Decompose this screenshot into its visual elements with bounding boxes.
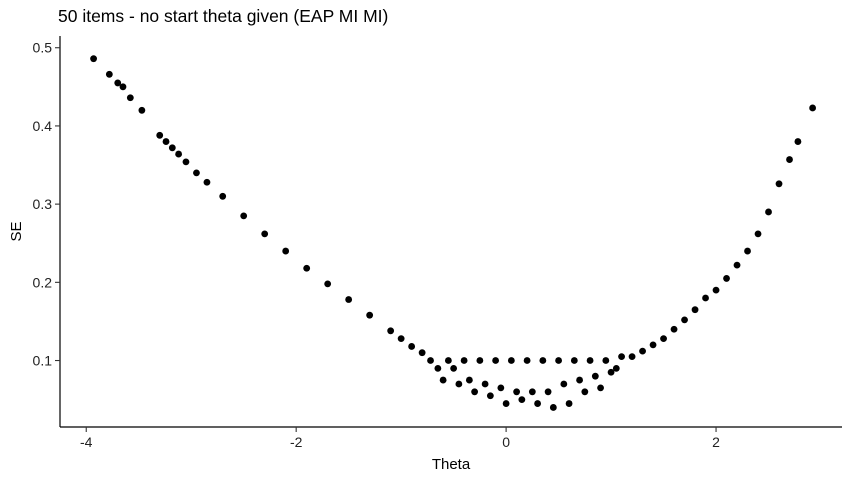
data-point <box>261 230 269 238</box>
data-point <box>439 376 447 384</box>
data-point <box>555 357 562 364</box>
data-point <box>497 384 505 392</box>
y-tick-label: 0.4 <box>33 118 53 134</box>
data-point <box>513 388 521 396</box>
data-point <box>114 79 122 87</box>
data-point <box>387 327 395 335</box>
data-point <box>282 247 290 255</box>
data-point <box>492 357 500 364</box>
data-point <box>471 388 479 396</box>
data-point <box>434 364 442 372</box>
data-point <box>702 294 709 302</box>
data-point <box>570 357 578 364</box>
data-point <box>203 178 211 186</box>
data-point <box>660 335 667 343</box>
x-tick-label: 2 <box>712 434 720 450</box>
data-point <box>581 388 589 396</box>
data-point <box>408 343 416 350</box>
data-point <box>240 212 248 220</box>
data-point <box>219 192 227 200</box>
data-point <box>182 158 190 166</box>
data-point <box>465 376 473 384</box>
data-point <box>639 347 646 355</box>
x-tick-label: 0 <box>502 434 510 450</box>
data-point <box>476 357 484 364</box>
data-point <box>786 156 793 163</box>
data-point <box>397 335 405 343</box>
data-point <box>670 325 678 333</box>
data-point <box>138 106 146 114</box>
data-point <box>366 311 374 319</box>
x-axis-title: Theta <box>432 456 471 473</box>
data-point <box>444 357 452 364</box>
data-point <box>523 357 531 364</box>
data-point <box>628 353 636 361</box>
data-point <box>528 388 536 396</box>
data-point <box>712 286 720 294</box>
data-point <box>597 384 604 392</box>
data-point <box>324 280 332 288</box>
data-point <box>549 404 557 411</box>
data-point <box>754 230 762 238</box>
x-tick-label: -4 <box>80 434 93 450</box>
data-point <box>794 138 802 145</box>
data-point <box>618 353 625 361</box>
data-point <box>744 247 751 255</box>
data-point <box>539 357 547 364</box>
data-point <box>193 169 200 177</box>
data-point <box>427 357 434 364</box>
y-tick-label: 0.1 <box>33 353 53 369</box>
data-point <box>565 400 573 407</box>
x-tick-label: -2 <box>290 434 303 450</box>
data-points <box>90 55 817 411</box>
data-point <box>455 380 463 388</box>
data-point <box>162 138 170 145</box>
y-axis-title: SE <box>8 221 25 241</box>
y-tick-label: 0.3 <box>33 196 53 212</box>
data-point <box>591 372 599 380</box>
data-point <box>612 364 620 372</box>
data-point <box>168 144 176 152</box>
data-point <box>105 70 113 78</box>
data-point <box>502 400 510 407</box>
data-point <box>507 357 515 364</box>
data-point <box>544 388 552 396</box>
y-axis: 0.1 0.2 0.3 0.4 0.5 <box>33 40 60 369</box>
data-point <box>586 357 594 364</box>
data-point <box>486 392 494 400</box>
data-point <box>723 275 730 282</box>
data-point <box>518 396 526 404</box>
y-tick-label: 0.2 <box>33 274 53 290</box>
data-point <box>649 341 657 349</box>
data-point <box>534 400 541 407</box>
data-point <box>126 94 134 102</box>
data-point <box>175 150 183 158</box>
data-point <box>460 357 468 364</box>
x-axis: -4 -2 0 2 <box>80 427 720 450</box>
data-point <box>775 180 783 188</box>
chart-title: 50 items - no start theta given (EAP MI … <box>58 6 389 26</box>
data-point <box>681 316 688 324</box>
data-point <box>481 380 489 388</box>
data-point <box>691 306 699 314</box>
data-point <box>418 349 426 357</box>
data-point <box>733 261 741 269</box>
data-point <box>345 296 353 303</box>
data-point <box>450 364 458 372</box>
data-point <box>560 380 568 388</box>
data-point <box>119 83 127 91</box>
data-point <box>156 131 164 139</box>
data-point <box>602 357 610 364</box>
data-point <box>303 264 311 272</box>
data-point <box>576 376 583 384</box>
data-point <box>765 208 772 216</box>
y-tick-label: 0.5 <box>33 40 53 56</box>
data-point <box>90 55 97 63</box>
data-point <box>809 104 817 112</box>
data-point <box>607 368 615 376</box>
